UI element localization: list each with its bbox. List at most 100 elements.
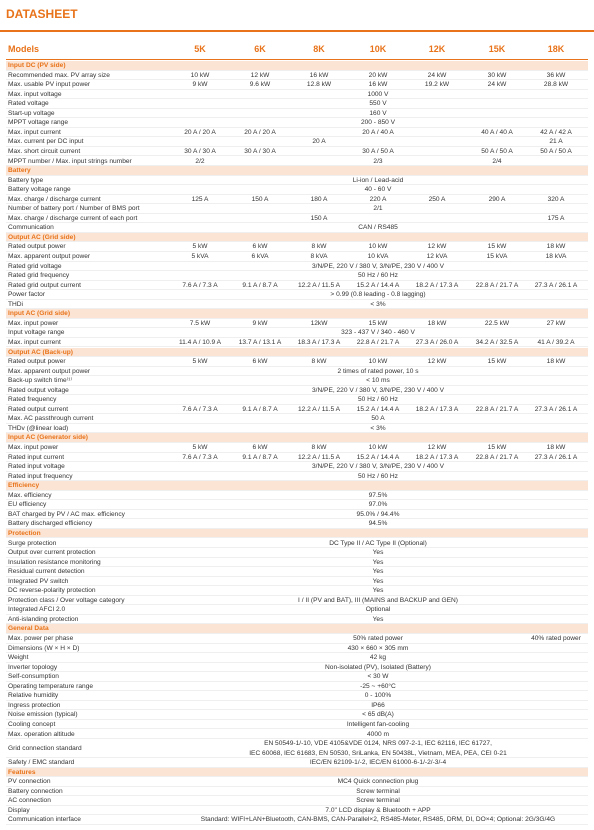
spec-value: 27.3 A / 26.1 A xyxy=(534,453,578,461)
spec-label: Max. operation altitude xyxy=(8,730,75,738)
spec-row: Ingress protection IP66 xyxy=(6,701,588,711)
spec-value: 6 kW xyxy=(252,243,268,251)
spec-label: Cooling concept xyxy=(8,720,56,728)
spec-label: Rated output voltage xyxy=(8,386,69,394)
spec-value: 8 kW xyxy=(311,358,327,366)
spec-row: Max. usable PV input power 9 kW 9.6 kW 12.8… xyxy=(6,80,588,90)
spec-row: Max. AC passthrough current 50 A xyxy=(6,414,588,424)
spec-value: 12 kW xyxy=(427,358,447,366)
spec-label: Rated output current xyxy=(8,405,69,413)
spec-value: 2/4 xyxy=(492,157,502,165)
spec-row: Rated input voltage 3/N/PE, 220 V / 380 V… xyxy=(6,462,588,472)
spec-value: 50 A / 50 A xyxy=(540,147,572,155)
spec-label: Rated input voltage xyxy=(8,463,65,471)
spec-row: Rated input frequency 50 Hz / 60 Hz xyxy=(6,472,588,482)
spec-row: Rated grid voltage 3/N/PE, 220 V / 380 V,… xyxy=(6,262,588,272)
spec-row: Power factor > 0.99 (0.8 leading - 0.8 la… xyxy=(6,290,588,300)
spec-row: Communication CAN / RS485 xyxy=(6,223,588,233)
spec-row: Back-up switch time⁽¹⁾ < 10 ms xyxy=(6,376,588,386)
spec-value: 12 kW xyxy=(427,243,447,251)
spec-label: Back-up switch time⁽¹⁾ xyxy=(8,377,73,385)
spec-value: 5 kW xyxy=(192,444,208,451)
spec-label: MPPT voltage range xyxy=(8,119,68,127)
spec-label: Rated output power xyxy=(8,358,66,366)
spec-label: Dimensions (W × H × D) xyxy=(8,644,80,652)
spec-value: < 10 ms xyxy=(366,377,390,385)
spec-row: THDi < 3% xyxy=(6,300,588,310)
spec-row: Rated output current 7.6 A / 7.3 A 9.1 A /… xyxy=(6,405,588,415)
spec-label: THDi xyxy=(8,300,24,308)
spec-value: 20 A / 20 A xyxy=(244,128,276,136)
spec-row: Battery voltage range 40 - 60 V xyxy=(6,185,588,195)
spec-value: 50 Hz / 60 Hz xyxy=(358,472,398,480)
spec-row: Rated input current 7.6 A / 7.3 A 9.1 A / … xyxy=(6,453,588,463)
spec-value: 550 V xyxy=(369,100,387,108)
spec-value: 22.8 A / 21.7 A xyxy=(475,453,519,461)
spec-value: 18.2 A / 17.3 A xyxy=(415,281,459,289)
spec-label: MPPT number / Max. input strings number xyxy=(8,157,132,165)
spec-row: Cooling concept Intelligent fan-cooling xyxy=(6,720,588,730)
spec-row: Battery type Li-ion / Lead-acid xyxy=(6,176,588,186)
spec-value: 6 kVA xyxy=(251,253,269,260)
spec-value: 10 kW xyxy=(368,243,388,251)
spec-value: 22.5 kW xyxy=(484,319,510,327)
spec-row: Battery discharged efficiency 94.5% xyxy=(6,519,588,529)
spec-value: 7.5 kW xyxy=(189,319,211,327)
spec-value: 27 kW xyxy=(546,319,566,327)
section-title: Input AC (Generator side) xyxy=(8,434,88,442)
spec-value: 22.8 A / 21.7 A xyxy=(356,338,400,346)
section-header: Efficiency xyxy=(6,481,588,491)
spec-label: Battery discharged efficiency xyxy=(8,520,93,528)
section-header: Output AC (Back-up) xyxy=(6,347,588,358)
spec-value: 220 A xyxy=(369,195,387,203)
spec-value: 30 A / 30 A xyxy=(244,147,276,155)
spec-value: 9.1 A / 8.7 A xyxy=(242,281,278,289)
spec-row: Max. power per phase 50% rated power 40% r… xyxy=(6,634,588,644)
spec-value: 18.2 A / 17.3 A xyxy=(415,405,459,413)
spec-value: 290 A xyxy=(488,195,506,203)
spec-value: 6 kW xyxy=(252,444,268,451)
spec-label: Display xyxy=(8,806,30,814)
spec-value: Screw terminal xyxy=(356,787,400,795)
spec-value: -25 ~ +60°C xyxy=(360,682,396,690)
spec-value: 40 - 60 V xyxy=(364,186,392,194)
spec-label: Max. apparent output power xyxy=(8,367,91,375)
spec-row: Start-up voltage 160 V xyxy=(6,109,588,119)
spec-row: Max. current per DC input 20 A 21 A xyxy=(6,137,588,147)
spec-row: Max. efficiency 97.5% xyxy=(6,491,588,501)
spec-row: Number of battery port / Number of BMS p… xyxy=(6,204,588,214)
model-name: 6K xyxy=(254,44,266,54)
spec-value: 42 kg xyxy=(369,654,387,662)
spec-value: 50 A xyxy=(371,415,385,423)
title: DATASHEET xyxy=(6,7,78,21)
spec-row: Rated voltage 550 V xyxy=(6,99,588,109)
spec-value: 15 kW xyxy=(487,358,507,366)
spec-label: BAT charged by PV / AC max. efficiency xyxy=(8,510,125,518)
spec-label: Battery connection xyxy=(8,787,63,795)
spec-value: 7.6 A / 7.3 A xyxy=(182,405,218,413)
spec-value: Non-isolated (PV), Isolated (Battery) xyxy=(325,663,431,671)
spec-value: 9.1 A / 8.7 A xyxy=(242,405,278,413)
spec-value: IEC/EN 62109-1/-2, IEC/EN 61000-6-1/-2/-… xyxy=(309,759,447,767)
spec-value: 20 kW xyxy=(368,71,388,79)
spec-label: Self-consumption xyxy=(8,673,59,681)
spec-row: Relative humidity 0 - 100% xyxy=(6,691,588,701)
model-name: 10K xyxy=(369,44,387,54)
spec-value: 50 Hz / 60 Hz xyxy=(358,272,398,280)
spec-label: Battery type xyxy=(8,176,44,184)
spec-value: 27.3 A / 26.0 A xyxy=(415,338,459,346)
spec-value: 10 kW xyxy=(368,444,388,451)
spec-row: Max. short circuit current 30 A / 30 A 30 … xyxy=(6,147,588,157)
spec-label: Max. charge / discharge current xyxy=(8,195,101,203)
spec-value: 12kW xyxy=(310,319,328,327)
spec-row: Input voltage range 323 - 437 V / 340 - 4… xyxy=(6,328,588,338)
spec-value: 18 kW xyxy=(546,444,566,451)
section-header: Input AC (Grid side) xyxy=(6,309,588,319)
spec-row: Max. input power 7.5 kW 9 kW 12kW 15 kW 18 kW… xyxy=(6,319,588,329)
spec-value: DC Type II / AC Type II (Optional) xyxy=(329,539,427,547)
spec-value: 22.8 A / 21.7 A xyxy=(475,405,519,413)
spec-value: < 3% xyxy=(370,424,386,432)
spec-row: Max. input power 5 kW 6 kW 8 kW 10 kW 12 kW 15… xyxy=(6,443,588,453)
spec-value: 24 kW xyxy=(427,71,447,79)
